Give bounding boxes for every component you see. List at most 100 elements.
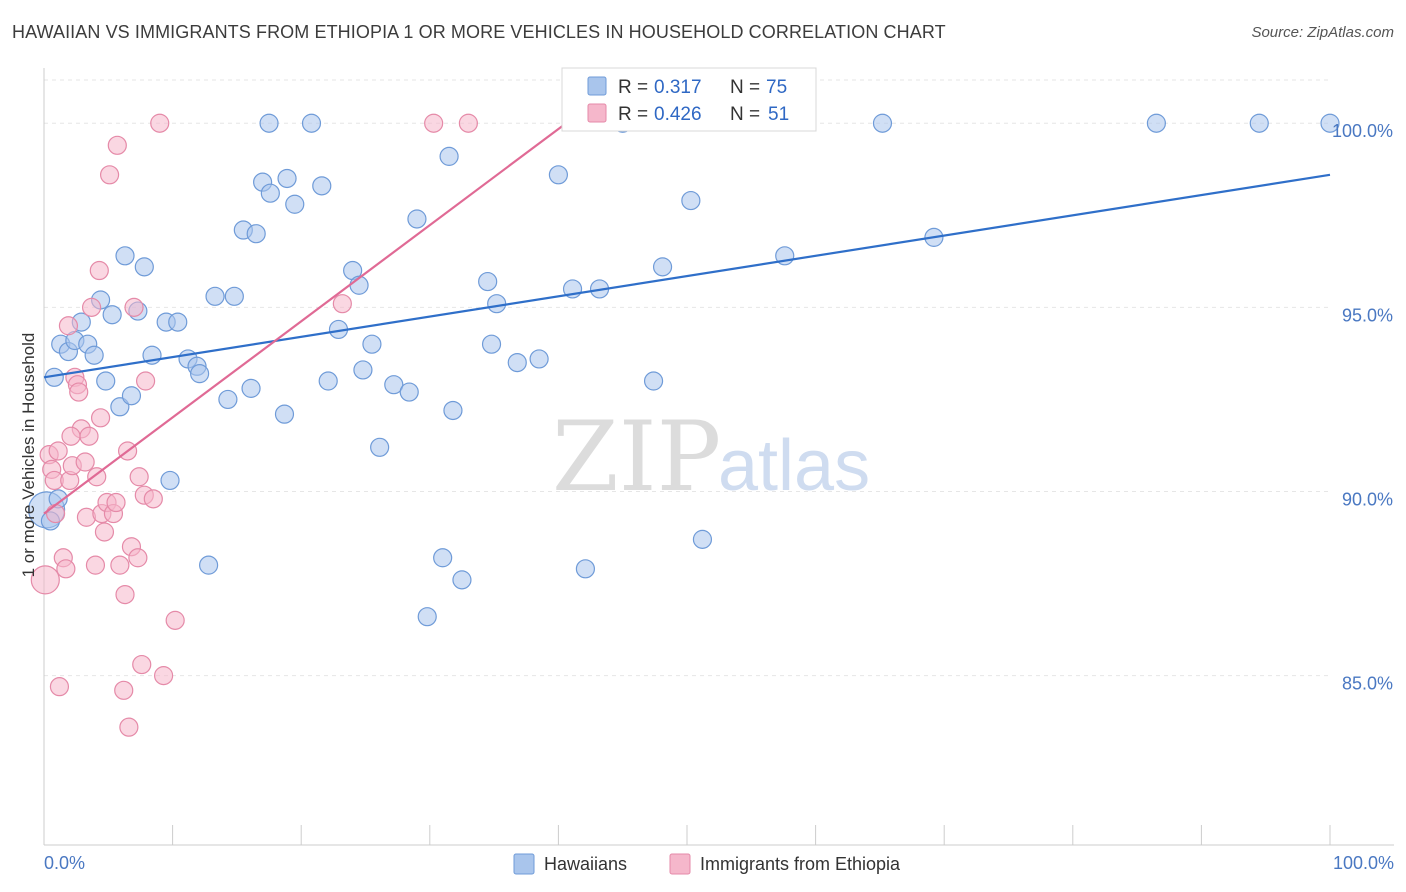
point-1-48 [424,113,444,133]
legend-r-label-hawaiians: R = [618,77,648,98]
point-1-31 [110,555,130,575]
point-0-36 [301,113,322,133]
y-tick-label-3: 85.0% [1342,674,1393,694]
point-0-50 [439,146,459,166]
point-1-23 [90,408,111,428]
point-0-15 [134,257,154,277]
point-0-7 [84,345,104,365]
point-0-10 [102,305,122,325]
legend-n-label-ethiopia: N = [730,104,760,125]
point-0-37 [312,176,332,196]
point-0-42 [353,360,373,380]
point-1-8 [56,559,76,579]
point-1-40 [132,654,152,675]
point-0-44 [370,437,390,457]
point-1-46 [165,610,185,630]
trend-line-1 [43,122,567,515]
point-1-42 [135,371,156,391]
legend-swatch-hawaiians [587,76,607,96]
point-1-27 [99,165,120,185]
point-1-16 [75,452,95,472]
series-points-1 [30,113,478,737]
point-1-22 [89,260,109,281]
point-0-68 [872,113,893,133]
y-tick-label-0: 100.0% [1332,121,1393,141]
point-1-19 [81,297,102,317]
point-0-29 [246,224,266,244]
point-0-54 [481,334,502,354]
point-1-39 [129,467,149,487]
gridlines [44,79,1330,677]
point-1-20 [85,555,106,575]
legend-n-value-hawaiians: 75 [766,77,787,98]
point-1-43 [143,489,163,509]
point-0-18 [160,470,180,491]
point-0-31 [259,113,279,133]
x-tick-label-max: 100.0% [1333,853,1394,873]
point-1-18 [79,426,99,446]
point-1-25 [94,522,115,542]
series-points-0 [27,113,1340,627]
point-0-24 [205,286,225,306]
point-0-9 [96,371,116,391]
x-tick-label-min: 0.0% [44,853,85,873]
series-legend-label-ethiopia: Immigrants from Ethiopia [700,854,901,874]
legend-swatch-ethiopia [587,103,607,123]
point-0-11 [110,397,130,417]
point-1-32 [114,680,134,700]
y-tick-label-1: 95.0% [1342,305,1393,325]
point-0-64 [652,257,673,277]
correlation-legend: R = 0.317 N = 75 R = 0.426 N = 51 [561,67,817,132]
point-0-55 [487,294,507,314]
point-0-13 [121,386,142,406]
legend-n-label-hawaiians: N = [730,77,760,98]
point-1-0 [30,565,60,595]
point-0-43 [362,334,382,354]
point-1-33 [115,584,135,605]
series-legend-label-hawaiians: Hawaiians [544,854,627,874]
point-1-47 [332,294,352,314]
point-0-63 [643,371,664,391]
point-1-30 [107,135,127,155]
point-1-29 [106,492,126,513]
series-legend-swatch-hawaiians [513,853,535,875]
point-0-48 [417,607,437,627]
point-0-60 [575,559,596,579]
legend-r-value-ethiopia: 0.426 [654,104,702,125]
point-1-45 [153,666,174,686]
x-tick-labels: 0.0% 100.0% [44,853,1394,873]
series-legend: Hawaiians Immigrants from Ethiopia [513,853,901,875]
point-0-72 [1320,113,1340,133]
point-0-70 [1146,113,1166,133]
point-0-23 [199,555,219,575]
point-1-44 [150,113,170,133]
point-0-32 [260,183,280,203]
point-1-5 [48,441,68,461]
point-0-22 [190,364,210,384]
point-0-49 [433,548,453,568]
point-0-45 [384,375,404,395]
point-1-50 [61,426,81,446]
point-1-6 [49,677,70,697]
watermark-zip: ZIP [552,401,721,513]
point-0-56 [507,352,527,373]
y-axis-label: 1 or more Vehicles in Household [19,333,38,578]
point-1-9 [58,316,79,336]
legend-r-value-hawaiians: 0.317 [654,77,702,98]
point-0-33 [274,404,295,424]
y-tick-label-2: 90.0% [1342,489,1393,509]
point-1-38 [128,548,148,568]
point-0-46 [399,382,419,402]
point-0-47 [407,209,427,229]
chart-title: HAWAIIAN VS IMMIGRANTS FROM ETHIOPIA 1 O… [12,22,946,42]
y-tick-labels: 100.0% 95.0% 90.0% 85.0% [1332,121,1393,693]
point-1-21 [87,467,107,487]
legend-r-label-ethiopia: R = [618,104,648,125]
point-1-14 [69,382,89,402]
point-0-66 [692,529,713,549]
point-0-28 [241,378,261,398]
point-0-25 [218,389,238,410]
point-0-12 [115,246,135,266]
point-0-34 [277,168,297,189]
